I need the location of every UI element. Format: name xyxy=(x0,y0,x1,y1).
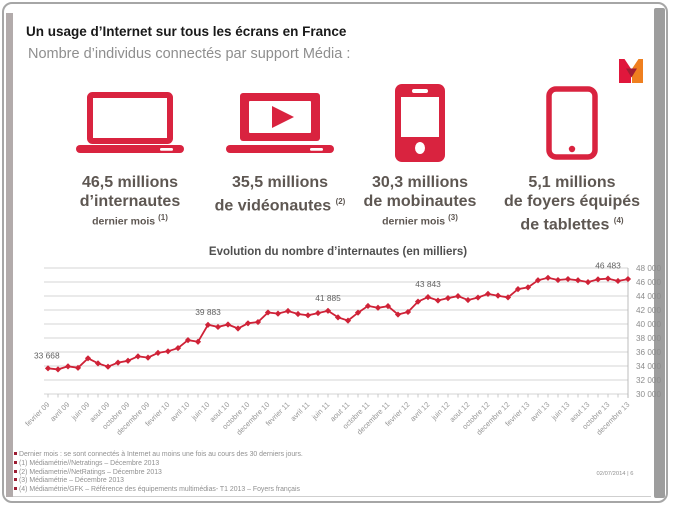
slide-frame xyxy=(2,2,668,503)
stat-value: 46,5 millions xyxy=(81,174,179,191)
stat-column-2: 35,5 millions de vidéonautes (2) xyxy=(195,80,365,215)
stat-value: 30,3 millions xyxy=(371,174,469,191)
tablet-icon-box xyxy=(487,80,657,165)
svg-text:43 843: 43 843 xyxy=(415,279,441,289)
svg-text:avril 11: avril 11 xyxy=(289,400,312,423)
svg-text:avril 10: avril 10 xyxy=(168,400,191,423)
mobile-icon-box xyxy=(335,80,505,165)
bullet-icon xyxy=(14,478,17,482)
mediametrie-m-icon xyxy=(619,59,643,83)
svg-text:avril 12: avril 12 xyxy=(408,400,431,423)
stat-label: d’internautes xyxy=(79,193,181,210)
chart-section: Evolution du nombre d’internautes (en mi… xyxy=(23,246,661,446)
svg-text:48 000: 48 000 xyxy=(636,264,661,273)
bullet-icon xyxy=(14,452,17,455)
svg-text:41 885: 41 885 xyxy=(315,293,341,303)
mediametrie-logo xyxy=(618,58,645,85)
laptop-icon-box xyxy=(45,80,215,165)
footnote-5: (4) Médiamétrie/GFK – Référence des équi… xyxy=(14,486,574,495)
page-info: 02/07/2014 | 6 xyxy=(596,471,634,477)
svg-text:juin 11: juin 11 xyxy=(309,400,331,422)
svg-text:46 483: 46 483 xyxy=(595,261,621,271)
stat-note: dernier mois (3) xyxy=(382,213,458,228)
svg-text:46 000: 46 000 xyxy=(636,278,661,287)
footnote-2: (1) Médiamétrie//Netratings – Décembre 2… xyxy=(14,460,574,469)
footnote-4: (3) Médiamétrie – Décembre 2013 xyxy=(14,477,574,486)
chart-title: Evolution du nombre d’internautes (en mi… xyxy=(208,246,468,258)
svg-text:39 883: 39 883 xyxy=(195,307,221,317)
svg-text:36 000: 36 000 xyxy=(636,348,661,357)
stat-value: 5,1 millions xyxy=(528,174,616,191)
bullet-icon xyxy=(14,460,17,464)
stat-label: de mobinautes xyxy=(363,193,477,210)
left-edge-strip xyxy=(6,13,13,497)
stat-value: 35,5 millions xyxy=(231,174,329,191)
svg-text:42 000: 42 000 xyxy=(636,306,661,315)
svg-text:38 000: 38 000 xyxy=(636,334,661,343)
stat-label: de foyers équipés xyxy=(503,193,641,210)
stat-column-3: 30,3 millions de mobinautes dernier mois (… xyxy=(335,80,505,229)
laptop-icon xyxy=(76,91,184,153)
mobile-icon xyxy=(395,83,445,162)
svg-text:avril 13: avril 13 xyxy=(528,400,551,423)
footnotes: Dernier mois : se sont connectés à Inter… xyxy=(14,451,574,495)
svg-text:32 000: 32 000 xyxy=(636,376,661,385)
footer-divider xyxy=(13,496,651,497)
stat-label: de vidéonautes (2) xyxy=(214,197,346,215)
svg-text:44 000: 44 000 xyxy=(636,292,661,301)
tablet-icon xyxy=(546,85,598,160)
stat-column-1: 46,5 millions d’internautes dernier mois (… xyxy=(45,80,215,229)
svg-text:40 000: 40 000 xyxy=(636,320,661,329)
bullet-icon xyxy=(14,487,17,491)
stats-row: 46,5 millions d’internautes dernier mois (… xyxy=(0,0,675,240)
stat-note: dernier mois (1) xyxy=(92,213,168,228)
video-laptop-icon-box xyxy=(195,80,365,165)
svg-text:avril 09: avril 09 xyxy=(48,400,71,423)
video-laptop-icon xyxy=(226,92,334,153)
svg-text:33 668: 33 668 xyxy=(34,350,60,360)
footnote-3: (2) Mediametrie//NetRatings – Décembre 2… xyxy=(14,469,574,478)
bullet-icon xyxy=(14,469,17,473)
svg-text:34 000: 34 000 xyxy=(636,362,661,371)
slide-subtitle: Nombre d’individus connectés par support… xyxy=(28,46,351,62)
internautes-line-chart: 48 000 46 000 44 000 42 000 40 000 38 000 36 0… xyxy=(23,261,661,437)
right-edge-strip xyxy=(654,8,665,498)
stat-column-4: 5,1 millions de foyers équipés de tablette… xyxy=(487,80,657,234)
footnote-1: Dernier mois : se sont connectés à Inter… xyxy=(14,451,574,460)
svg-text:30 000: 30 000 xyxy=(636,390,661,399)
stat-label-2: de tablettes (4) xyxy=(520,216,624,234)
slide-title: Un usage d’Internet sur tous les écrans … xyxy=(26,24,347,39)
